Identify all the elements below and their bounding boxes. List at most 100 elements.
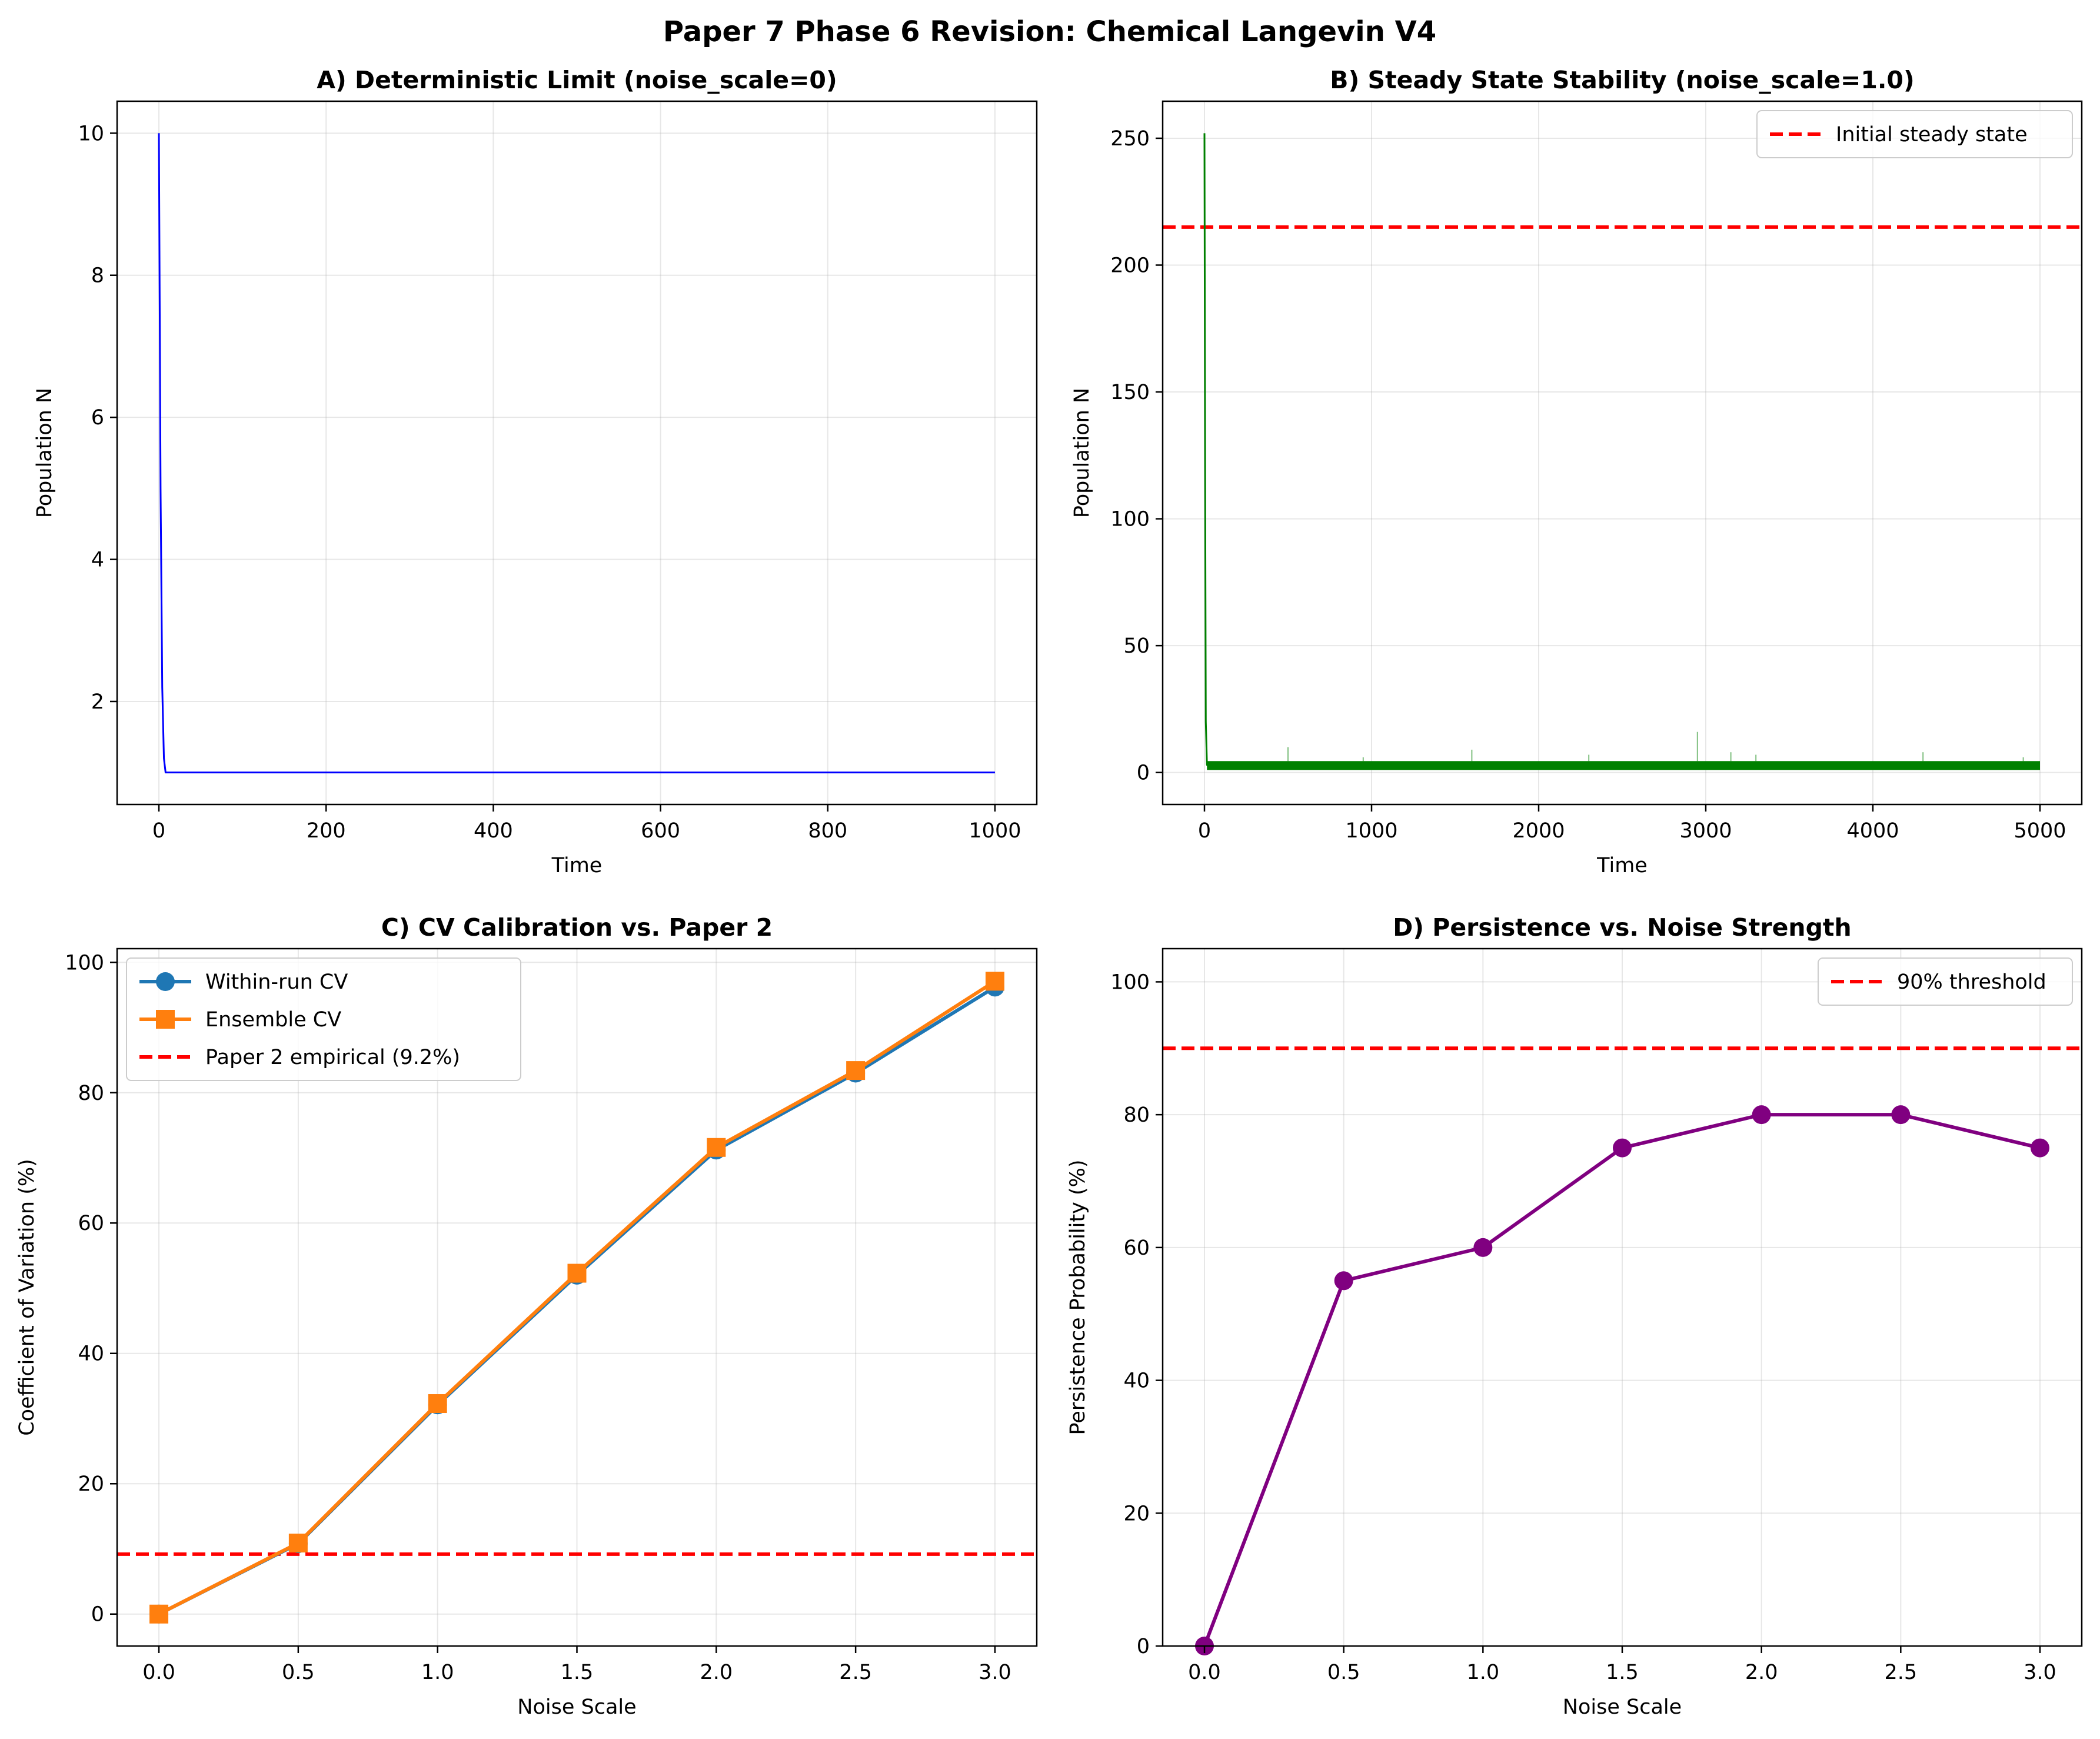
axes-frame xyxy=(116,100,1038,806)
legend-label: Initial steady state xyxy=(1836,123,2028,147)
y-tick-label: 10 xyxy=(78,122,104,145)
legend: Initial steady state xyxy=(1756,110,2073,158)
legend: Within-run CV Ensemble CV Paper 2 empirica… xyxy=(126,957,521,1081)
x-tick-label: 600 xyxy=(641,819,680,843)
x-tick-label: 2.0 xyxy=(700,1661,733,1684)
data-point xyxy=(567,1263,587,1283)
x-axis-label: Noise Scale xyxy=(517,1695,636,1719)
y-tick-label: 4 xyxy=(91,548,104,572)
y-tick-label: 100 xyxy=(65,951,104,975)
x-axis-label: Time xyxy=(1596,854,1648,877)
y-tick-label: 60 xyxy=(1123,1236,1150,1260)
x-tick-label: 4000 xyxy=(1846,819,1899,843)
data-point xyxy=(1473,1238,1493,1257)
x-tick-label: 1.5 xyxy=(1606,1661,1639,1684)
y-tick-label: 60 xyxy=(78,1212,104,1235)
x-tick-label: 0.5 xyxy=(282,1661,315,1684)
x-tick-label: 1.0 xyxy=(421,1661,454,1684)
y-tick-label: 0 xyxy=(91,1603,104,1627)
y-tick-label: 2 xyxy=(91,690,104,714)
x-tick-label: 400 xyxy=(474,819,513,843)
x-tick-label: 5000 xyxy=(2014,819,2066,843)
data-point xyxy=(846,1061,866,1080)
x-tick-label: 2.0 xyxy=(1745,1661,1778,1684)
y-tick-label: 40 xyxy=(78,1342,104,1366)
panel-c: 0.0 0.5 1.0 1.5 2.0 2.5 3.0 0 20 40 60 80 100 C) CV C… xyxy=(15,913,1038,1719)
y-tick-label: 20 xyxy=(1123,1502,1150,1525)
data-point xyxy=(149,1604,169,1624)
legend-box xyxy=(1818,957,2073,1006)
x-tick-label: 2000 xyxy=(1512,819,1565,843)
x-tick-label: 1.0 xyxy=(1466,1661,1499,1684)
x-tick-label: 0.5 xyxy=(1327,1661,1360,1684)
legend-box xyxy=(126,957,521,1081)
x-tick-label: 0.0 xyxy=(142,1661,175,1684)
data-point xyxy=(1752,1105,1771,1125)
panel-title: B) Steady State Stability (noise_scale=1… xyxy=(1330,66,1914,94)
y-axis-label: Population N xyxy=(1070,388,1094,518)
x-axis-label: Time xyxy=(551,854,603,877)
panel-title: A) Deterministic Limit (noise_scale=0) xyxy=(317,66,837,94)
x-tick-label: 2.5 xyxy=(1884,1661,1917,1684)
y-tick-label: 20 xyxy=(78,1472,104,1496)
y-axis-label: Coefficient of Variation (%) xyxy=(15,1159,39,1436)
x-tick-label: 3000 xyxy=(1679,819,1732,843)
x-tick-label: 3.0 xyxy=(2024,1661,2056,1684)
x-tick-label: 0 xyxy=(1198,819,1211,843)
legend-label: 90% threshold xyxy=(1897,970,2046,994)
y-tick-label: 150 xyxy=(1110,381,1150,404)
legend-label: Paper 2 empirical (9.2%) xyxy=(205,1046,460,1069)
panel-title: C) CV Calibration vs. Paper 2 xyxy=(381,913,773,942)
y-tick-label: 0 xyxy=(1137,762,1150,785)
axes-frame xyxy=(1162,100,2083,806)
data-point xyxy=(707,1138,726,1157)
y-axis-label: Persistence Probability (%) xyxy=(1066,1159,1090,1435)
legend-swatch-marker xyxy=(156,972,175,991)
y-tick-label: 50 xyxy=(1123,634,1150,658)
x-tick-label: 2.5 xyxy=(839,1661,872,1684)
x-tick-label: 0 xyxy=(152,819,165,843)
data-point xyxy=(1613,1138,1632,1158)
y-tick-label: 200 xyxy=(1110,254,1150,277)
x-tick-label: 800 xyxy=(808,819,847,843)
x-tick-label: 200 xyxy=(307,819,346,843)
data-point xyxy=(288,1534,308,1553)
x-tick-label: 1000 xyxy=(1345,819,1397,843)
y-tick-label: 100 xyxy=(1110,508,1150,531)
y-tick-label: 40 xyxy=(1123,1369,1150,1393)
y-tick-label: 0 xyxy=(1137,1635,1150,1658)
x-axis-label: Noise Scale xyxy=(1563,1695,1682,1719)
x-tick-label: 3.0 xyxy=(979,1661,1011,1684)
legend: 90% threshold xyxy=(1818,957,2073,1006)
legend-label: Ensemble CV xyxy=(205,1008,341,1032)
data-point xyxy=(2031,1138,2049,1158)
data-point xyxy=(1891,1105,1911,1125)
figure-suptitle: Paper 7 Phase 6 Revision: Chemical Lange… xyxy=(663,15,1436,48)
plot-area xyxy=(1163,133,2082,770)
x-tick-label: 0.0 xyxy=(1188,1661,1221,1684)
data-point xyxy=(985,972,1004,991)
x-tick-label: 1.5 xyxy=(561,1661,594,1684)
y-tick-label: 250 xyxy=(1110,127,1150,151)
legend-swatch-marker xyxy=(156,1010,175,1029)
y-tick-label: 80 xyxy=(78,1082,104,1105)
panel-d: 0.0 0.5 1.0 1.5 2.0 2.5 3.0 0 20 40 60 80 100 D) Pers… xyxy=(1066,913,2083,1719)
y-tick-label: 100 xyxy=(1110,970,1150,994)
grid-lines xyxy=(117,101,1037,804)
data-point xyxy=(428,1394,447,1414)
y-tick-label: 6 xyxy=(91,406,104,430)
panel-a: 0 200 400 600 800 1000 2 4 6 8 10 A) Deterministic … xyxy=(33,66,1038,877)
panel-title: D) Persistence vs. Noise Strength xyxy=(1393,913,1851,942)
plot-area xyxy=(158,133,995,774)
series-line-0 xyxy=(1203,133,2041,767)
legend-box xyxy=(1756,110,2073,158)
x-tick-label: 1000 xyxy=(969,819,1021,843)
y-tick-label: 8 xyxy=(91,264,104,288)
y-axis-label: Population N xyxy=(33,388,56,518)
y-tick-label: 80 xyxy=(1123,1103,1150,1127)
series-line-0 xyxy=(158,133,995,774)
data-point xyxy=(1334,1271,1353,1291)
